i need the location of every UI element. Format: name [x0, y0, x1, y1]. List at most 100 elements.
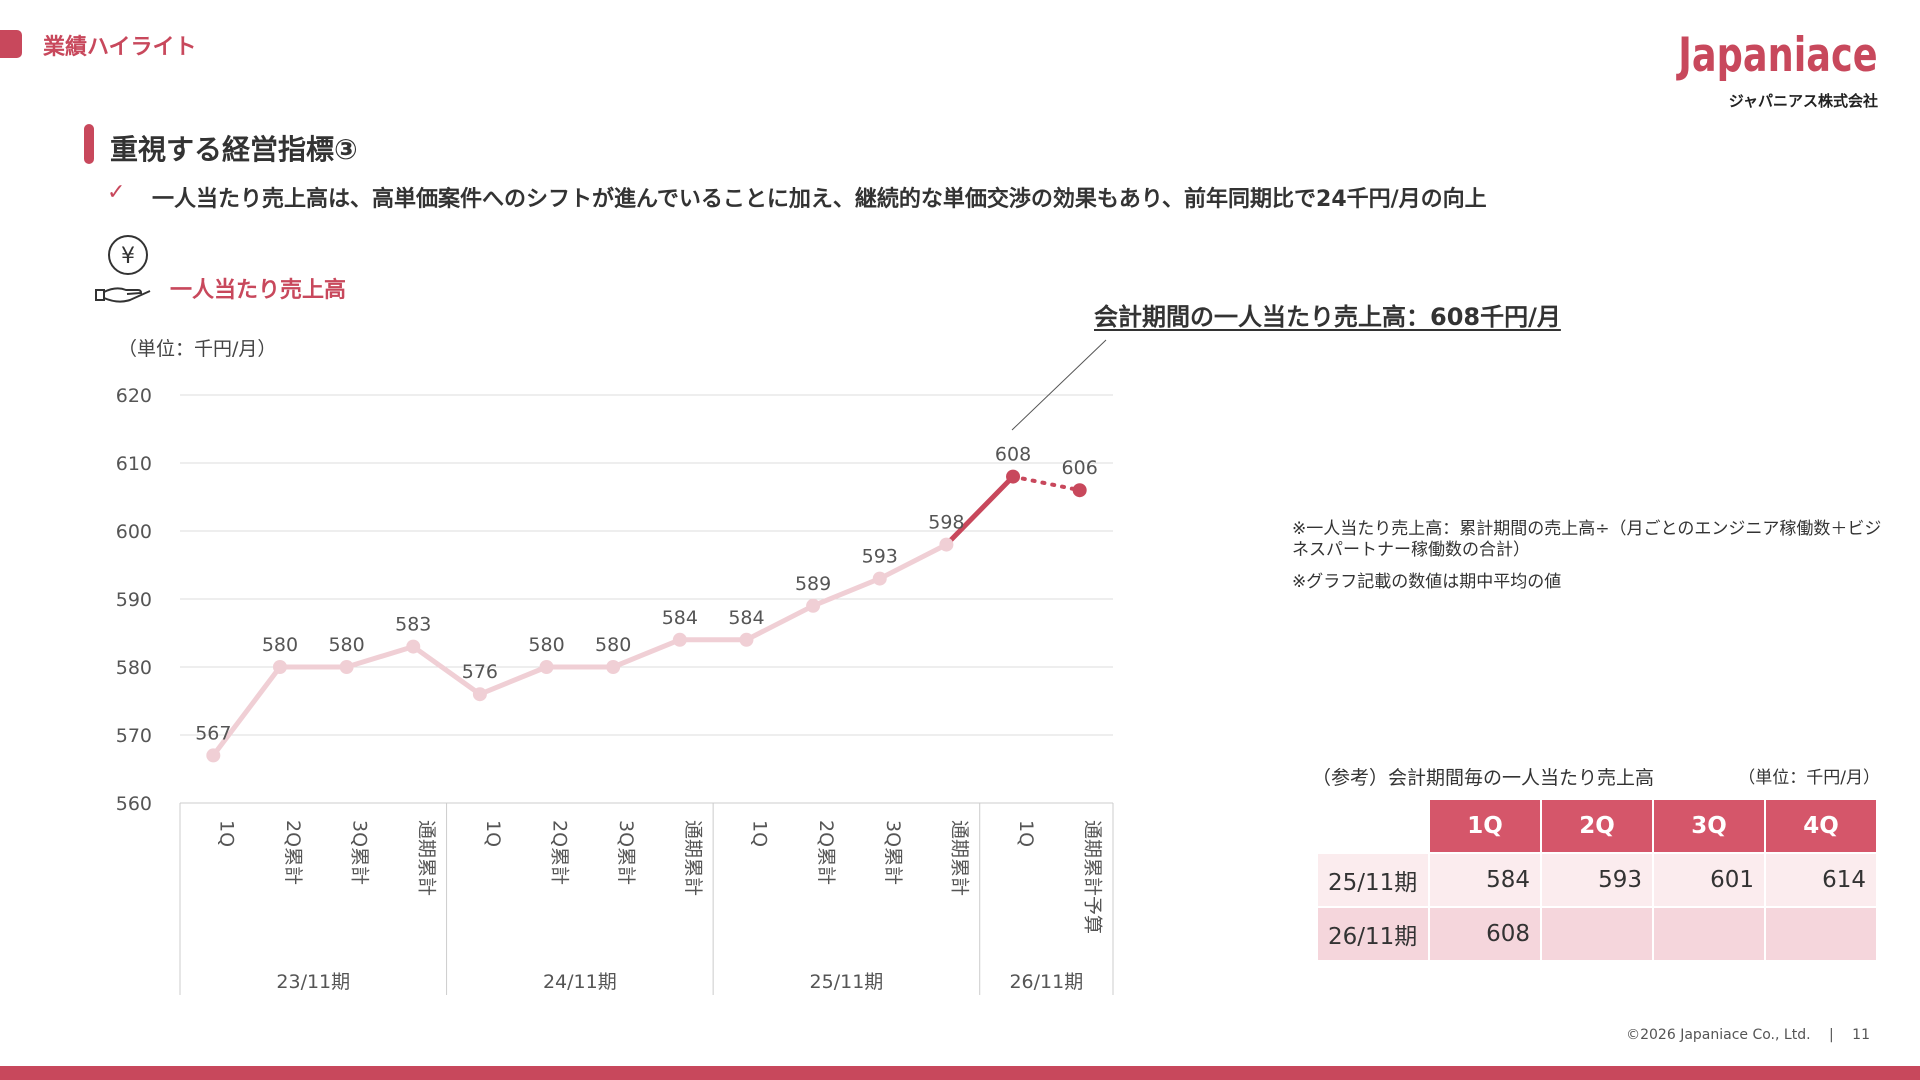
table-cell: 614	[1766, 854, 1876, 906]
footnote-values: ※グラフ記載の数値は期中平均の値	[1292, 572, 1562, 592]
table-row: 25/11期 584 593 601 614	[1318, 854, 1876, 906]
table-row-label: 25/11期	[1318, 854, 1428, 906]
y-tick-label: 570	[116, 725, 152, 747]
x-tick-label: 3Q累計	[615, 820, 637, 885]
check-icon: ✓	[107, 180, 126, 205]
x-axis-groups: 23/11期 24/11期 25/11期 26/11期	[276, 971, 1083, 993]
yen-hand-icon: ¥	[95, 235, 151, 303]
data-label: 593	[862, 546, 898, 568]
footnote-definition: ※一人当たり売上高：累計期間の売上高÷（月ごとのエンジニア稼働数＋ビジネスパート…	[1292, 519, 1882, 560]
page-title: 重視する経営指標③	[110, 133, 358, 166]
data-label: 589	[795, 573, 831, 595]
x-tick-label: 2Q累計	[282, 820, 304, 885]
reference-table: 1Q 2Q 3Q 4Q 25/11期 584 593 601 614 26/11…	[1316, 798, 1878, 962]
y-tick-label: 590	[116, 589, 152, 611]
metric-title: 一人当たり売上高	[170, 278, 347, 303]
x-tick-label: 通期累計	[948, 820, 970, 896]
page-number: 11	[1852, 1027, 1870, 1043]
table-row-label: 26/11期	[1318, 908, 1428, 960]
reference-table-title: （参考）会計期間毎の一人当たり売上高	[1312, 767, 1655, 789]
table-cell	[1766, 908, 1876, 960]
table-cell	[1654, 908, 1764, 960]
data-point	[606, 660, 621, 674]
data-label: 584	[728, 607, 764, 629]
data-point	[272, 660, 287, 674]
y-tick-label: 580	[116, 657, 152, 679]
x-tick-label: 2Q累計	[815, 820, 837, 885]
y-tick-label: 610	[116, 453, 152, 475]
x-tick-label: 2Q累計	[549, 820, 571, 885]
data-label: 598	[928, 512, 964, 534]
data-point	[806, 598, 821, 613]
data-label: 580	[262, 634, 298, 656]
callout-leader-line	[1011, 339, 1107, 431]
series-line-past	[210, 542, 949, 758]
x-group-label: 25/11期	[810, 971, 884, 993]
x-tick-label: 通期累計	[682, 820, 704, 896]
data-point	[1006, 469, 1021, 484]
x-tick-label: 3Q累計	[349, 820, 371, 885]
footer: ©2026 Japaniace Co., Ltd. | 11	[1626, 1027, 1870, 1043]
y-tick-label: 600	[116, 521, 152, 543]
data-point	[206, 748, 221, 763]
table-row: 26/11期 608	[1318, 908, 1876, 960]
data-label: 580	[595, 634, 631, 656]
company-name: ジャパニアス株式会社	[1728, 92, 1878, 110]
data-label: 584	[662, 607, 698, 629]
y-tick-label: 560	[116, 793, 152, 815]
x-tick-label: 1Q	[1015, 820, 1037, 847]
x-tick-label: 通期累計	[415, 820, 437, 896]
copyright-text: ©2026 Japaniace Co., Ltd.	[1626, 1027, 1811, 1043]
x-group-label: 26/11期	[1009, 971, 1083, 993]
callout-text: 会計期間の一人当たり売上高：608千円/月	[1094, 303, 1561, 331]
summary-text: 一人当たり売上高は、高単価案件へのシフトが進んでいることに加え、継続的な単価交渉…	[152, 187, 1487, 212]
reference-table-unit: （単位：千円/月）	[1738, 768, 1880, 788]
chart-series-lines	[210, 474, 1082, 758]
data-label: 580	[528, 634, 564, 656]
x-tick-label: 1Q	[748, 820, 770, 847]
series-line-forecast-dotted	[1011, 474, 1082, 493]
svg-text:¥: ¥	[121, 244, 135, 269]
chart-data-labels: 567 580 580 583 576 580 580 584 584 589 593 598 608 6…	[195, 444, 1098, 745]
footer-bar	[0, 1066, 1920, 1080]
data-point	[1072, 483, 1087, 498]
data-label: 567	[195, 722, 231, 744]
table-header-row: 1Q 2Q 3Q 4Q	[1318, 800, 1876, 852]
x-tick-label: 1Q	[215, 820, 237, 847]
data-point	[339, 660, 354, 674]
data-point	[672, 632, 687, 647]
x-tick-label: 3Q累計	[882, 820, 904, 885]
chart-unit-label: （単位：千円/月）	[118, 338, 277, 360]
table-header-cell: 3Q	[1654, 800, 1764, 852]
y-axis-ticks: 560 570 580 590 600 610 620	[116, 385, 152, 815]
table-cell	[1542, 908, 1652, 960]
footer-separator: |	[1829, 1027, 1834, 1043]
x-tick-label: 通期累計予算	[1082, 820, 1104, 934]
chart-gridlines	[180, 394, 1113, 804]
x-tick-label: 1Q	[482, 820, 504, 847]
data-label: 580	[328, 634, 364, 656]
x-group-label: 24/11期	[543, 971, 617, 993]
table-header-cell: 2Q	[1542, 800, 1652, 852]
section-title: 業績ハイライト	[43, 35, 197, 60]
data-label: 606	[1062, 457, 1098, 479]
data-label: 576	[462, 661, 498, 683]
series-line-current	[943, 474, 1016, 548]
table-header-cell: 4Q	[1766, 800, 1876, 852]
data-point	[472, 687, 487, 702]
data-point	[539, 660, 554, 674]
data-point	[939, 537, 954, 552]
table-cell: 601	[1654, 854, 1764, 906]
x-group-label: 23/11期	[276, 971, 350, 993]
data-point	[406, 639, 421, 654]
data-label: 608	[995, 444, 1031, 466]
table-header-cell: 1Q	[1430, 800, 1540, 852]
x-axis-ticks: 1Q 2Q累計 3Q累計 通期累計 1Q 2Q累計 3Q累計 通期累計 1Q 2Q累計 3Q累計 通期…	[215, 820, 1103, 934]
x-axis-frame	[179, 802, 1114, 995]
company-logo: Japaniace	[1678, 28, 1878, 83]
data-point	[872, 571, 887, 586]
data-label: 583	[395, 614, 431, 636]
data-point	[739, 632, 754, 647]
table-cell: 593	[1542, 854, 1652, 906]
